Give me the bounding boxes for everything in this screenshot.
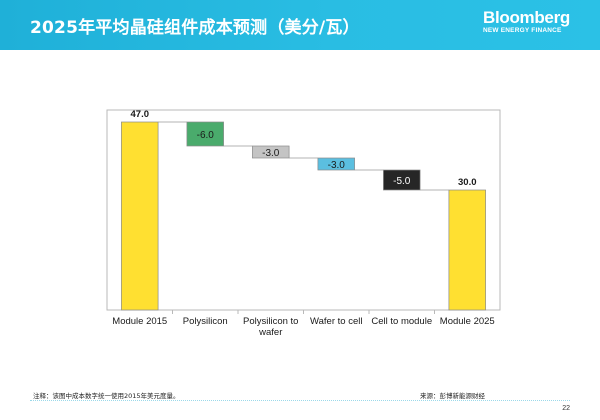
bar-3: [317, 157, 355, 171]
source-note: 来源：彭博新能源财经: [420, 392, 485, 400]
data-label-0: 47.0: [131, 109, 150, 120]
logo-subtitle: NEW ENERGY FINANCE: [482, 27, 562, 34]
category-label-1: Polysilicon: [183, 316, 228, 327]
data-label-1: -6.0: [197, 130, 215, 141]
category-label-4: Cell to module: [371, 316, 432, 327]
bar-1: [186, 121, 224, 147]
data-label-5: 30.0: [458, 177, 477, 188]
bar-2: [252, 145, 290, 159]
logo-wordmark: Bloomberg: [482, 8, 570, 27]
plot-area-frame: [106, 109, 501, 311]
category-label-3: Wafer to cell: [310, 316, 362, 327]
bar-4: [383, 169, 421, 191]
data-label-2: -3.0: [262, 148, 280, 159]
footer-divider: [30, 400, 570, 401]
bar-0: [121, 121, 159, 311]
data-label-3: -3.0: [328, 160, 346, 171]
page-title: 2025年平均晶硅组件成本预测（美分/瓦）: [30, 18, 360, 38]
category-label-0: Module 2015: [112, 316, 167, 327]
bar-5: [448, 189, 486, 311]
category-label-5: Module 2025: [440, 316, 495, 327]
data-label-4: -5.0: [393, 176, 411, 187]
header-bar: 2025年平均晶硅组件成本预测（美分/瓦） Bloomberg NEW ENER…: [0, 0, 600, 50]
category-label-2: Polysilicon to wafer: [243, 316, 298, 338]
bloomberg-logo: Bloomberg NEW ENERGY FINANCE: [483, 9, 570, 35]
page-number: 22: [562, 405, 570, 412]
footnote: 注释：该图中成本数字统一使用2015年美元度量。: [33, 392, 180, 400]
